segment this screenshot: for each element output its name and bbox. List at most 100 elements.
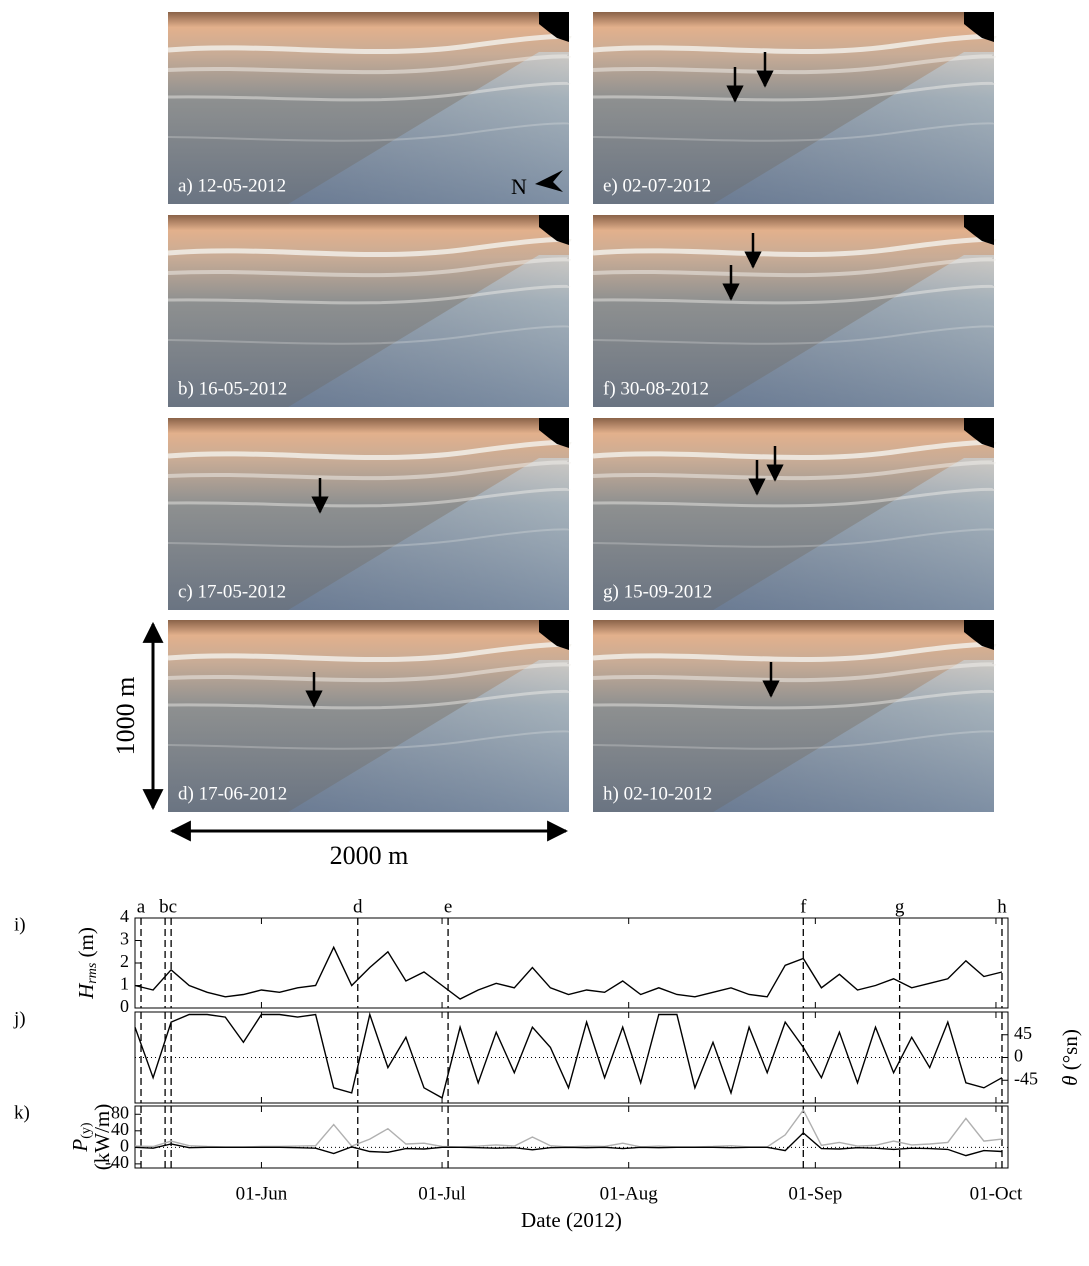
y-axis-label: θ (°sn) <box>1058 1029 1082 1086</box>
wave-streak <box>167 487 571 508</box>
coast-silhouette <box>964 418 994 448</box>
photo-label: h) 02-10-2012 <box>603 783 712 804</box>
scale-horizontal-label: 2000 m <box>330 841 409 870</box>
light-beam <box>713 458 994 610</box>
wave-streak <box>167 325 570 345</box>
y-tick-label: -45 <box>1014 1068 1038 1088</box>
wave-streak <box>167 662 571 683</box>
light-beam <box>288 255 569 407</box>
x-axis-label: Date (2012) <box>521 1208 622 1232</box>
wave-streak <box>167 730 570 750</box>
light-beam <box>288 52 569 204</box>
panel-label: i) <box>14 914 26 935</box>
y-label-subscript: rms <box>85 962 100 984</box>
x-tick-label: 01-Jun <box>236 1183 288 1204</box>
wave-streak <box>592 662 996 683</box>
light-beam <box>288 660 569 812</box>
y-tick-label: 0 <box>1014 1046 1023 1066</box>
wave-streak <box>592 460 996 481</box>
photo-panel: d) 17-06-2012 <box>167 620 572 812</box>
x-tick-label: 01-Sep <box>788 1183 842 1204</box>
event-label: g <box>895 896 905 917</box>
photo-panel: f) 30-08-2012 <box>592 215 997 407</box>
y-tick-label: 3 <box>120 929 129 949</box>
wave-streak <box>592 730 995 750</box>
y-tick-label: 45 <box>1014 1023 1032 1043</box>
photo-label: f) 30-08-2012 <box>603 378 709 399</box>
wave-streak <box>167 81 571 102</box>
series-line <box>134 1131 1003 1157</box>
photo-label: d) 17-06-2012 <box>178 783 287 804</box>
wave-streak <box>167 54 571 75</box>
wave-streak <box>592 284 996 305</box>
y-label-unit: (°sn) <box>1058 1029 1082 1070</box>
photo-panel: g) 15-09-2012 <box>592 418 997 610</box>
north-label: N <box>511 174 527 199</box>
scale-vertical-label: 1000 m <box>111 677 140 756</box>
light-beam <box>713 255 994 407</box>
plot-frame <box>134 917 1009 1009</box>
photo-label: c) 17-05-2012 <box>178 581 286 602</box>
x-tick-label: 01-Aug <box>600 1183 659 1204</box>
coast-silhouette <box>539 12 569 42</box>
wave-streak <box>167 122 570 142</box>
y-tick-label: -40 <box>105 1152 129 1172</box>
panel-label: k) <box>14 1102 30 1123</box>
wave-streak <box>592 81 996 102</box>
wave-streak <box>167 528 570 548</box>
wave-streak <box>167 284 571 305</box>
series-line <box>134 1108 1003 1148</box>
wave-streak <box>592 257 996 278</box>
event-label: e <box>444 896 452 917</box>
light-beam <box>713 52 994 204</box>
event-label: d <box>353 896 363 917</box>
y-tick-label: 0 <box>120 996 129 1016</box>
wave-streak <box>592 122 995 142</box>
wave-streak <box>167 689 571 710</box>
x-tick-label: 01-Oct <box>970 1183 1023 1204</box>
y-label-symbol: H <box>74 982 98 1000</box>
y-tick-label: 1 <box>120 974 129 994</box>
y-tick-label: 4 <box>120 906 129 926</box>
x-tick-label: 01-Jul <box>418 1183 466 1204</box>
photo-panel: b) 16-05-2012 <box>167 215 572 407</box>
photo-label: b) 16-05-2012 <box>178 378 287 399</box>
north-arrow <box>535 170 563 192</box>
coast-silhouette <box>539 418 569 448</box>
y-label-symbol: θ <box>1058 1075 1082 1085</box>
series-line <box>134 945 1003 1000</box>
event-label: f <box>800 896 807 917</box>
y-axis-label: P(y) <box>68 1122 94 1152</box>
event-label: h <box>997 896 1007 917</box>
wave-streak <box>592 689 996 710</box>
y-tick-label: 0 <box>120 1135 129 1155</box>
wave-streak <box>167 257 571 278</box>
y-label-subscript: (y) <box>79 1122 94 1139</box>
photo-grid: a) 12-05-2012 Nb) 16-05-2012 c) 17-05-2012… <box>167 12 997 812</box>
plot-frame <box>134 1105 1009 1169</box>
light-beam <box>288 458 569 610</box>
coast-silhouette <box>964 12 994 42</box>
coast-silhouette <box>539 215 569 245</box>
panel-label: j) <box>13 1008 26 1029</box>
series-line <box>134 1011 1003 1099</box>
wave-streak <box>592 325 995 345</box>
y-tick-label: 2 <box>120 951 129 971</box>
coast-silhouette <box>539 620 569 650</box>
photo-label: e) 02-07-2012 <box>603 175 711 196</box>
photo-panel: a) 12-05-2012 N <box>167 12 572 204</box>
coast-silhouette <box>964 620 994 650</box>
coast-silhouette <box>964 215 994 245</box>
photo-label: a) 12-05-2012 <box>178 175 286 196</box>
event-label: a <box>137 896 146 917</box>
y-tick-label: 40 <box>111 1119 129 1139</box>
wave-streak <box>167 460 571 481</box>
photo-panel: e) 02-07-2012 <box>592 12 997 204</box>
wave-streak <box>592 528 995 548</box>
photo-label: g) 15-09-2012 <box>603 581 712 602</box>
y-tick-label: 80 <box>111 1102 129 1122</box>
y-axis-unit: (kW/m) <box>90 1104 114 1170</box>
